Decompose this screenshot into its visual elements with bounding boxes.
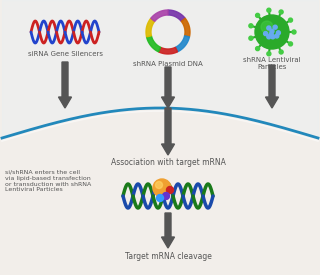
Text: siRNA Gene Silencers: siRNA Gene Silencers — [28, 51, 102, 57]
Circle shape — [264, 32, 268, 35]
Circle shape — [267, 8, 271, 12]
Text: Target mRNA cleavage: Target mRNA cleavage — [124, 252, 212, 261]
Circle shape — [267, 26, 271, 30]
Circle shape — [289, 18, 292, 22]
Polygon shape — [158, 47, 178, 54]
Polygon shape — [175, 36, 189, 52]
Polygon shape — [168, 10, 185, 21]
Circle shape — [267, 35, 271, 39]
Circle shape — [166, 186, 173, 194]
Circle shape — [156, 182, 163, 188]
Polygon shape — [147, 36, 161, 52]
Circle shape — [256, 47, 260, 51]
Circle shape — [292, 30, 296, 34]
Circle shape — [289, 42, 292, 46]
Circle shape — [153, 179, 171, 197]
Text: shRNA Plasmid DNA: shRNA Plasmid DNA — [133, 61, 203, 67]
Polygon shape — [181, 18, 190, 37]
Polygon shape — [162, 108, 174, 155]
Text: shRNA Lentiviral
Particles: shRNA Lentiviral Particles — [243, 57, 301, 70]
Circle shape — [275, 34, 279, 38]
Polygon shape — [162, 213, 174, 248]
Text: si/shRNA enters the cell
via lipid-based transfection
or transduction with shRNA: si/shRNA enters the cell via lipid-based… — [5, 170, 91, 192]
Circle shape — [249, 36, 253, 40]
Circle shape — [156, 194, 164, 202]
Circle shape — [270, 29, 274, 33]
Polygon shape — [59, 62, 71, 108]
Circle shape — [279, 50, 283, 54]
Circle shape — [271, 35, 275, 39]
Circle shape — [261, 21, 273, 33]
Text: Association with target mRNA: Association with target mRNA — [111, 158, 225, 167]
Polygon shape — [151, 10, 168, 21]
Circle shape — [269, 32, 273, 36]
Polygon shape — [162, 67, 174, 108]
Polygon shape — [146, 18, 155, 37]
Circle shape — [267, 52, 271, 56]
Circle shape — [249, 24, 253, 28]
Circle shape — [276, 31, 280, 35]
Circle shape — [273, 25, 277, 29]
Circle shape — [256, 13, 260, 17]
Circle shape — [255, 15, 289, 49]
Polygon shape — [266, 65, 278, 108]
Circle shape — [279, 10, 283, 14]
Circle shape — [163, 192, 170, 199]
